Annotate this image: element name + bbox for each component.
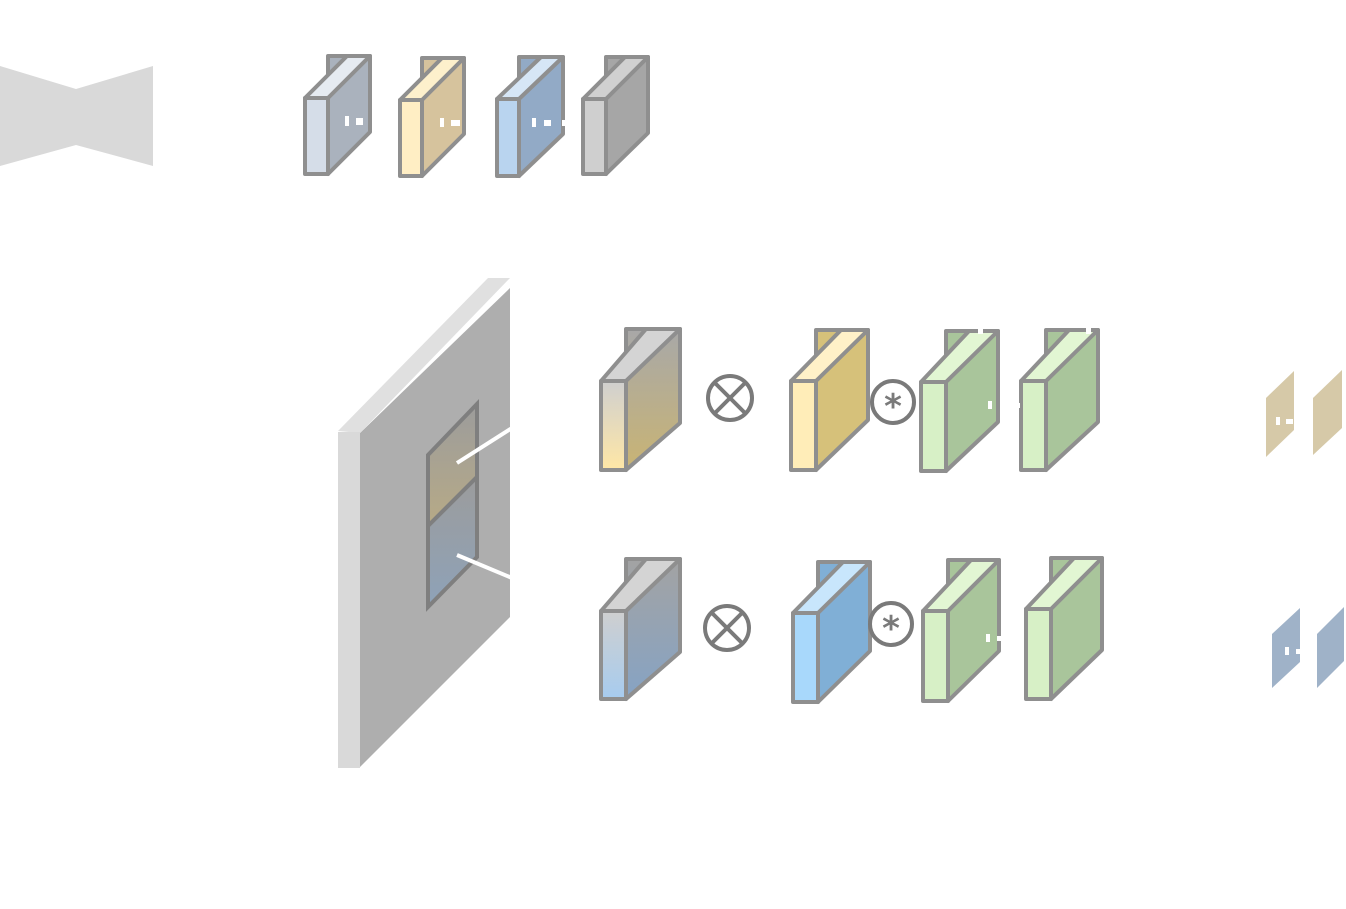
feature-block-blue [791, 560, 872, 704]
ellipsis-marks-upper [978, 326, 1091, 409]
window-slice-lower [426, 472, 479, 612]
multiply-operator-icon [703, 604, 751, 652]
upper-branch: * [599, 326, 1100, 473]
feature-block-tan [398, 56, 466, 178]
feature-block-steel-blue [495, 55, 565, 178]
top-row-blocks [303, 54, 650, 178]
ellipsis-marks-top [345, 116, 580, 127]
right-edge-blocks [1266, 370, 1344, 688]
faded-block-blue-2 [1317, 607, 1344, 688]
feature-block-green-3 [921, 558, 1001, 703]
feature-block-gray-gold [599, 327, 682, 472]
convolve-operator-icon: * [868, 601, 914, 649]
bowtie-icon [0, 66, 153, 166]
large-feature-map-icon [338, 278, 514, 768]
multiply-operator-icon [706, 374, 754, 422]
feature-block-gold [789, 328, 870, 472]
feature-block-green-2 [1019, 328, 1100, 472]
ellipsis-marks-lower [986, 634, 1016, 642]
feature-block-green-1 [919, 329, 1000, 473]
feature-block-gray [581, 55, 650, 176]
faded-block-tan-1 [1266, 371, 1294, 457]
convolve-operator-icon: * [870, 379, 916, 427]
faded-block-tan-2 [1313, 370, 1342, 455]
convolve-symbol: * [884, 387, 902, 427]
feature-block-green-4 [1024, 556, 1104, 701]
feature-block-slate [303, 54, 372, 176]
lower-branch: * [599, 556, 1104, 704]
feature-block-gray-blue [599, 557, 682, 701]
convolve-symbol: * [882, 609, 900, 649]
